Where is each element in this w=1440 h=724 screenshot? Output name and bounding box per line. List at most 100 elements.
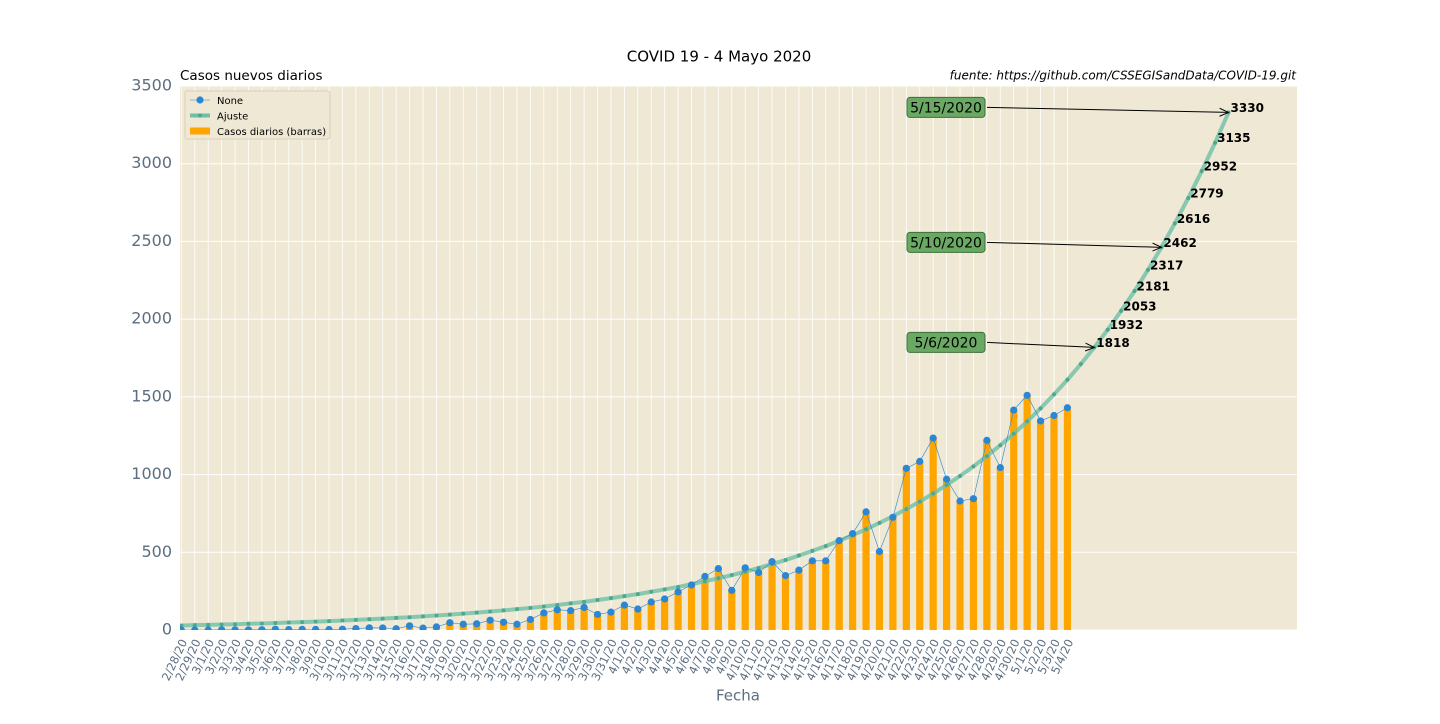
fit-point bbox=[448, 613, 452, 617]
y-tick-label: 1000 bbox=[131, 464, 172, 483]
fit-point bbox=[206, 623, 210, 627]
y-tick-label: 2000 bbox=[131, 309, 172, 328]
chart-title: COVID 19 - 4 Mayo 2020 bbox=[627, 48, 812, 66]
data-point bbox=[178, 626, 185, 633]
legend-marker bbox=[196, 96, 203, 103]
y-tick-label: 1500 bbox=[131, 386, 172, 405]
fit-point bbox=[1052, 392, 1056, 396]
data-point bbox=[621, 602, 628, 609]
fit-point bbox=[475, 611, 479, 615]
legend-label: None bbox=[217, 96, 243, 107]
legend-swatch bbox=[190, 128, 210, 135]
fit-point bbox=[636, 592, 640, 596]
data-label: 2053 bbox=[1123, 299, 1156, 313]
fit-point bbox=[233, 622, 237, 626]
data-point bbox=[500, 619, 507, 626]
fit-point bbox=[783, 558, 787, 562]
fit-point bbox=[367, 617, 371, 621]
data-point bbox=[943, 476, 950, 483]
data-point bbox=[809, 557, 816, 564]
data-point bbox=[312, 626, 319, 633]
bar bbox=[795, 570, 802, 630]
data-point bbox=[930, 434, 937, 441]
data-point bbox=[1010, 406, 1017, 413]
fit-point bbox=[904, 507, 908, 511]
y-tick-label: 3000 bbox=[131, 153, 172, 172]
fit-point bbox=[998, 443, 1002, 447]
fit-point bbox=[340, 619, 344, 623]
fit-point bbox=[1012, 432, 1016, 436]
data-point bbox=[419, 625, 426, 632]
bar bbox=[768, 562, 775, 630]
data-point bbox=[997, 464, 1004, 471]
fit-point bbox=[649, 590, 653, 594]
data-point bbox=[527, 616, 534, 623]
data-label: 2181 bbox=[1137, 280, 1170, 294]
bar bbox=[970, 499, 977, 630]
data-point bbox=[393, 625, 400, 632]
fit-point bbox=[381, 617, 385, 621]
bar bbox=[755, 572, 762, 630]
fit-point bbox=[461, 612, 465, 616]
data-point bbox=[1037, 417, 1044, 424]
data-label: 2616 bbox=[1177, 212, 1210, 226]
data-point bbox=[648, 598, 655, 605]
data-point bbox=[849, 530, 856, 537]
data-point bbox=[594, 611, 601, 618]
subtitle-right: fuente: https://github.com/CSSEGISandDat… bbox=[950, 69, 1298, 83]
fit-point bbox=[314, 620, 318, 624]
fit-point bbox=[1039, 406, 1043, 410]
data-label: 3330 bbox=[1231, 101, 1264, 115]
bar bbox=[1024, 395, 1031, 630]
data-point bbox=[554, 606, 561, 613]
data-label: 2779 bbox=[1190, 187, 1223, 201]
data-point bbox=[473, 620, 480, 627]
data-point bbox=[1050, 412, 1057, 419]
data-point bbox=[889, 514, 896, 521]
bar bbox=[1050, 416, 1057, 630]
data-point bbox=[715, 565, 722, 572]
plot-background bbox=[180, 86, 1297, 630]
data-point bbox=[299, 626, 306, 633]
data-point bbox=[258, 626, 265, 633]
data-point bbox=[540, 609, 547, 616]
fit-point bbox=[300, 620, 304, 624]
fit-point bbox=[542, 605, 546, 609]
bar bbox=[836, 541, 843, 630]
y-tick-label: 0 bbox=[162, 620, 172, 639]
data-point bbox=[567, 607, 574, 614]
fit-point bbox=[824, 544, 828, 548]
data-point bbox=[1024, 392, 1031, 399]
data-point bbox=[634, 605, 641, 612]
fit-point bbox=[515, 607, 519, 611]
annotation-text: 5/15/2020 bbox=[910, 100, 982, 116]
data-point bbox=[674, 588, 681, 595]
fit-point bbox=[918, 500, 922, 504]
fit-point bbox=[985, 454, 989, 458]
bar bbox=[621, 605, 628, 630]
subtitle-left: Casos nuevos diarios bbox=[180, 68, 323, 84]
fit-point bbox=[1065, 378, 1069, 382]
fit-point bbox=[434, 614, 438, 618]
fit-point bbox=[864, 527, 868, 531]
data-point bbox=[460, 621, 467, 628]
bar bbox=[1037, 421, 1044, 630]
bar bbox=[674, 592, 681, 630]
data-point bbox=[876, 548, 883, 555]
data-point bbox=[970, 495, 977, 502]
fit-point bbox=[730, 573, 734, 577]
data-point bbox=[339, 626, 346, 633]
bar bbox=[849, 534, 856, 630]
data-point bbox=[487, 617, 494, 624]
data-point bbox=[218, 626, 225, 633]
data-point bbox=[406, 622, 413, 629]
fit-point bbox=[502, 608, 506, 612]
fit-point bbox=[716, 576, 720, 580]
bar bbox=[930, 438, 937, 630]
data-point bbox=[822, 557, 829, 564]
fit-point bbox=[273, 621, 277, 625]
bar bbox=[943, 479, 950, 630]
data-point bbox=[688, 581, 695, 588]
fit-point bbox=[528, 606, 532, 610]
fit-point bbox=[596, 598, 600, 602]
